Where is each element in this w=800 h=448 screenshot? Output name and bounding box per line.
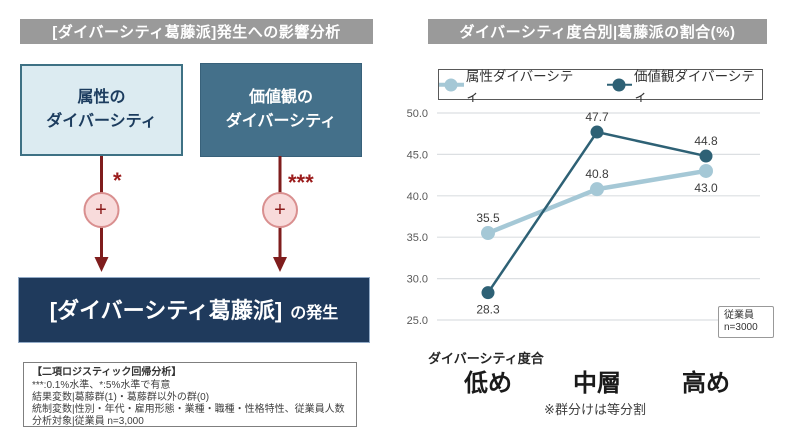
x-category-label: 低め (464, 370, 512, 397)
value-label: 47.7 (585, 110, 609, 124)
arrowhead-down-icon (273, 257, 287, 272)
y-tick-label: 30.0 (407, 274, 428, 286)
values-diversity-label: 価値観の ダイバーシティ (225, 89, 337, 130)
attribute-diversity-box: 属性の ダイバーシティ (20, 64, 183, 156)
significance-stars: *** (288, 170, 314, 195)
y-tick-label: 50.0 (407, 108, 428, 120)
data-point (699, 163, 713, 178)
y-tick-label: 35.0 (407, 232, 428, 244)
values-diversity-box: 価値観の ダイバーシティ (200, 63, 362, 157)
left-panel-title: [ダイバーシティ葛藤派]発生への影響分析 (20, 19, 373, 44)
value-label: 43.0 (694, 181, 718, 195)
plus-effect-sign: + (274, 199, 286, 221)
series-line (486, 130, 708, 294)
arrowhead-down-icon (94, 257, 109, 272)
note-title: 【二項ロジスティック回帰分析】 (32, 367, 182, 378)
outcome-main-label: [ダイバーシティ葛藤派] (49, 298, 283, 323)
value-label: 40.8 (585, 167, 609, 181)
data-point (481, 286, 495, 300)
value-label: 28.3 (476, 303, 500, 317)
plus-circle-icon (83, 192, 120, 228)
significance-star: * (113, 168, 122, 193)
note-line: ***:0.1%水準、*:5%水準で有意 (32, 380, 171, 391)
data-point (590, 125, 604, 139)
x-category-label: 中層 (573, 370, 621, 397)
y-tick-label: 25.0 (407, 315, 428, 327)
legend-label: 価値観ダイバーシティ (633, 68, 755, 104)
legend-item-values: 価値観ダイバーシティ (607, 65, 762, 105)
sample-size-line1: 従業員 (724, 310, 754, 321)
value-label: 44.8 (694, 134, 718, 148)
y-tick-label: 40.0 (407, 191, 428, 203)
chart-footnote: ※群分けは等分割 (544, 402, 646, 417)
legend-line-dot-icon (439, 78, 464, 92)
y-tick-label: 45.0 (407, 149, 428, 161)
data-point (699, 149, 713, 163)
attribute-diversity-label: 属性の ダイバーシティ (46, 89, 157, 130)
causal-arrows-graphic (83, 156, 298, 272)
arrow-left (83, 156, 120, 272)
arrow-right (262, 156, 298, 272)
line-chart-plot: 50.0 45.0 40.0 35.0 30.0 25.0 35.5 40.8 43.0 28.3… (407, 108, 760, 327)
outcome-box: [ダイバーシティ葛藤派] の発生 (18, 277, 370, 343)
data-point (590, 182, 604, 197)
analysis-note-box: 【二項ロジスティック回帰分析】 ***:0.1%水準、*:5%水準で有意 結果変… (23, 362, 357, 427)
note-line: 結果変数|葛藤群(1)・葛藤群以外の群(0) (32, 392, 210, 403)
chart-legend: 属性ダイバーシティ 価値観ダイバーシティ (438, 69, 763, 104)
outcome-suffix-label: の発生 (290, 305, 339, 322)
plus-effect-sign: + (95, 199, 107, 221)
note-line: 分析対象|従業員 n=3,000 (32, 416, 144, 427)
value-label: 35.5 (476, 211, 500, 225)
x-category-label: 高め (682, 370, 730, 397)
chart-title: ダイバーシティ度合別|葛藤派の割合(%) (428, 19, 767, 44)
plus-circle-icon (262, 192, 298, 228)
data-point (481, 226, 495, 241)
sample-size-line2: n=3000 (724, 322, 758, 333)
x-axis-title: ダイバーシティ度合 (428, 351, 544, 366)
sample-size-box: 従業員 n=3000 (718, 306, 774, 338)
legend-line-dot-icon (607, 78, 632, 92)
legend-item-attribute: 属性ダイバーシティ (439, 65, 581, 105)
note-line: 統制変数|性別・年代・雇用形態・業種・職種・性格特性、従業員人数 (32, 404, 345, 415)
legend-label: 属性ダイバーシティ (465, 68, 574, 104)
